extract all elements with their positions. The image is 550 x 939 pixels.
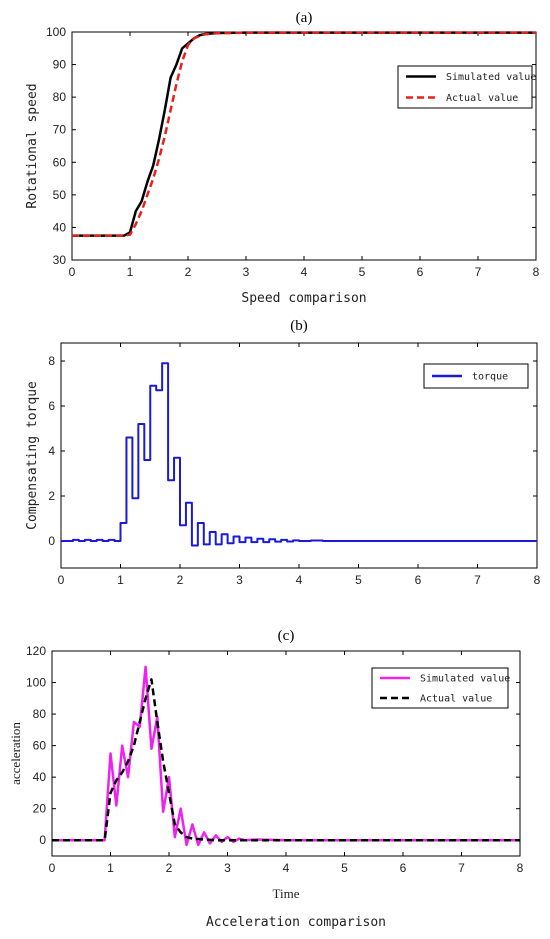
y-tick-label: 20 [33, 802, 47, 816]
legend: torque [423, 363, 529, 389]
y-tick-label: 40 [33, 770, 47, 784]
series-line-1 [72, 31, 536, 237]
y-axis-label: Rotational speed [25, 83, 40, 208]
x-tick-label: 0 [49, 861, 56, 875]
x-tick-label: 8 [517, 861, 524, 875]
y-tick-label: 80 [33, 707, 47, 721]
y-tick-label: 2 [48, 489, 55, 503]
x-axis-label: Time [273, 886, 300, 901]
x-tick-label: 5 [341, 861, 348, 875]
x-tick-label: 2 [185, 265, 192, 279]
x-tick-label: 1 [117, 573, 124, 587]
x-tick-label: 6 [417, 265, 424, 279]
legend: Simulated value Actual value [371, 667, 510, 709]
y-tick-label: 50 [53, 188, 67, 202]
panel-title: (a) [296, 10, 313, 26]
y-tick-label: 100 [46, 25, 66, 39]
legend-box [397, 65, 533, 109]
x-tick-label: 2 [177, 573, 184, 587]
x-tick-label: 1 [107, 861, 114, 875]
x-tick-label: 3 [243, 265, 250, 279]
panel-title: (c) [278, 628, 295, 644]
legend: Simulated value Actual value [397, 65, 536, 109]
panel-2: (c)0 1 2 3 4 5 6 7 8020406080100120Timeaccelerat… [8, 628, 524, 930]
x-tick-label: 3 [224, 861, 231, 875]
x-axis-label: Speed comparison [241, 291, 366, 306]
y-tick-label: 0 [48, 534, 55, 548]
x-tick-label: 7 [474, 573, 481, 587]
y-tick-label: 4 [48, 444, 55, 458]
y-tick-label: 70 [53, 123, 67, 137]
x-tick-label: 7 [475, 265, 482, 279]
y-tick-label: 90 [53, 58, 67, 72]
series-line-0 [72, 31, 536, 237]
panel-0: (a) 0 1 2 3 4 5 6 7 8 30 40 50 60 70 80 90 100 Speed compa… [25, 10, 540, 306]
panel-title: (b) [290, 318, 308, 334]
x-tick-label: 6 [415, 573, 422, 587]
legend-label-1: Actual value [446, 93, 518, 104]
x-tick-label: 4 [296, 573, 303, 587]
y-tick-label: 30 [53, 253, 67, 267]
y-tick-label: 80 [53, 90, 67, 104]
y-tick-label: 6 [48, 399, 55, 413]
series-line-1 [52, 678, 520, 842]
y-tick-label: 120 [26, 644, 46, 658]
legend-label-1: Actual value [420, 694, 492, 705]
x-tick-label: 7 [458, 861, 465, 875]
y-tick-label: 60 [53, 155, 67, 169]
legend-label-0: Simulated value [420, 674, 510, 685]
x-tick-label: 3 [236, 573, 243, 587]
legend-label-0: Simulated value [446, 72, 536, 83]
x-tick-label: 5 [359, 265, 366, 279]
x-tick-label: 2 [166, 861, 173, 875]
panel-1: (b) 0 1 2 3 4 5 6 7 8 0 2 4 6 8 Compensating torque torq… [25, 318, 541, 587]
legend-box [371, 667, 509, 709]
panel-caption: Acceleration comparison [206, 915, 386, 930]
y-axis-label: Compensating torque [25, 381, 40, 530]
x-tick-label: 1 [127, 265, 134, 279]
x-tick-label: 4 [301, 265, 308, 279]
y-tick-label: 60 [33, 739, 47, 753]
y-tick-label: 40 [53, 220, 67, 234]
y-axis-label: acceleration [8, 722, 23, 785]
x-tick-label: 6 [400, 861, 407, 875]
y-tick-label: 100 [26, 676, 46, 690]
series-line-0 [61, 362, 537, 547]
x-tick-label: 0 [58, 573, 65, 587]
y-tick-label: 8 [48, 354, 55, 368]
y-tick-label: 0 [39, 833, 46, 847]
x-tick-label: 0 [69, 265, 76, 279]
legend-label-0: torque [472, 372, 508, 383]
x-tick-label: 5 [355, 573, 362, 587]
x-tick-label: 4 [283, 861, 290, 875]
x-tick-label: 8 [533, 265, 540, 279]
x-tick-label: 8 [534, 573, 541, 587]
